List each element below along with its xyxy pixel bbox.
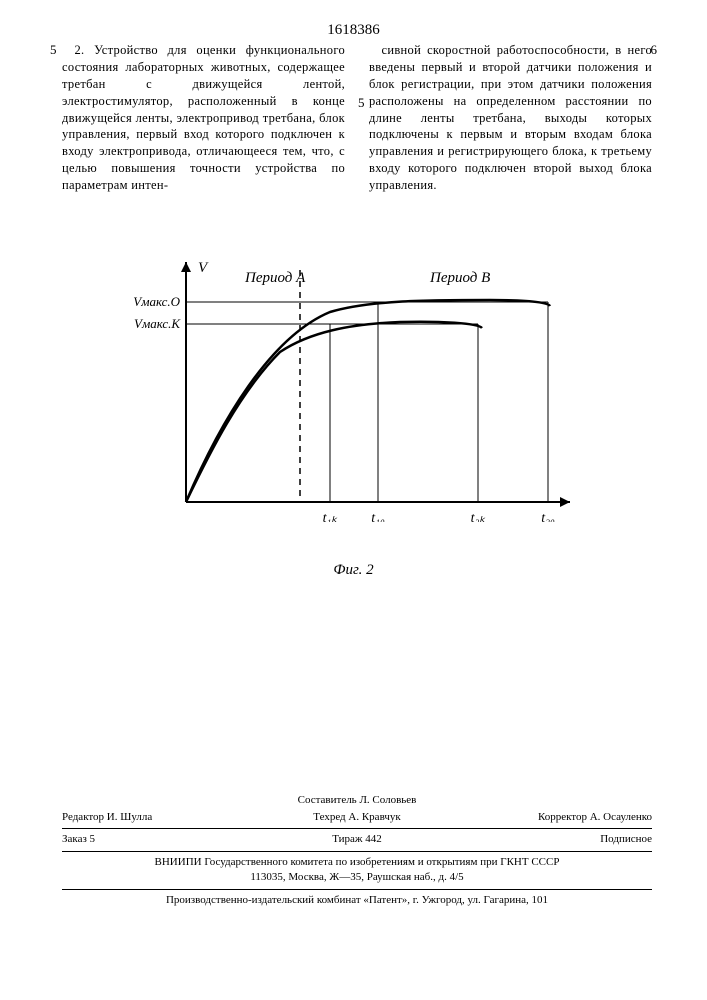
chart: V Период А Период В Vмакс.О Vмакс.К t₁ₖ t₁₀ t₂ₖ…: [130, 252, 590, 562]
footer-row1: Редактор И. Шулла Техред А. Кравчук Корр…: [62, 810, 652, 825]
svg-text:t₁₀: t₁₀: [371, 511, 385, 522]
chart-caption: Фиг. 2: [0, 562, 707, 579]
corrector: Корректор А. Осауленко: [455, 810, 652, 825]
chart-svg: V Период А Период В Vмакс.О Vмакс.К t₁ₖ t₁₀ t₂ₖ…: [130, 252, 590, 522]
right-column: сивной скоростной работоспособности, в н…: [369, 42, 652, 194]
org1: ВНИИПИ Государственного комитета по изоб…: [62, 855, 652, 870]
divider-2: [62, 851, 652, 852]
col-marker-left: 5: [50, 42, 57, 58]
svg-text:t₂ₖ: t₂ₖ: [471, 511, 487, 522]
svg-text:t₂₀: t₂₀: [541, 511, 555, 522]
body-text: 2. Устройство для оценки функционального…: [62, 42, 652, 194]
tirage: Тираж 442: [259, 832, 456, 847]
divider-1: [62, 828, 652, 829]
svg-text:Период А: Период А: [244, 270, 306, 286]
techred: Техред А. Кравчук: [259, 810, 456, 825]
svg-text:t₁ₖ: t₁ₖ: [323, 511, 339, 522]
svg-text:Vмакс.К: Vмакс.К: [134, 316, 181, 331]
footer-composer: Составитель Л. Соловьев: [62, 793, 652, 808]
svg-text:V: V: [198, 260, 209, 276]
left-column: 2. Устройство для оценки функционального…: [62, 42, 345, 194]
subscription: Подписное: [455, 832, 652, 847]
org2: 113035, Москва, Ж—35, Раушская наб., д. …: [62, 870, 652, 885]
divider-3: [62, 889, 652, 890]
editor: Редактор И. Шулла: [62, 810, 259, 825]
page-number: 1618386: [0, 22, 707, 39]
svg-text:Период В: Период В: [429, 270, 490, 286]
footer-row2: Заказ 5 Тираж 442 Подписное: [62, 832, 652, 847]
footer: Составитель Л. Соловьев Редактор И. Шулл…: [62, 793, 652, 908]
org3: Производственно-издательский комбинат «П…: [62, 893, 652, 908]
para-left: 2. Устройство для оценки функционального…: [62, 42, 345, 194]
order: Заказ 5: [62, 832, 259, 847]
svg-text:Vмакс.О: Vмакс.О: [133, 294, 180, 309]
para-right: сивной скоростной работоспособности, в н…: [369, 42, 652, 194]
